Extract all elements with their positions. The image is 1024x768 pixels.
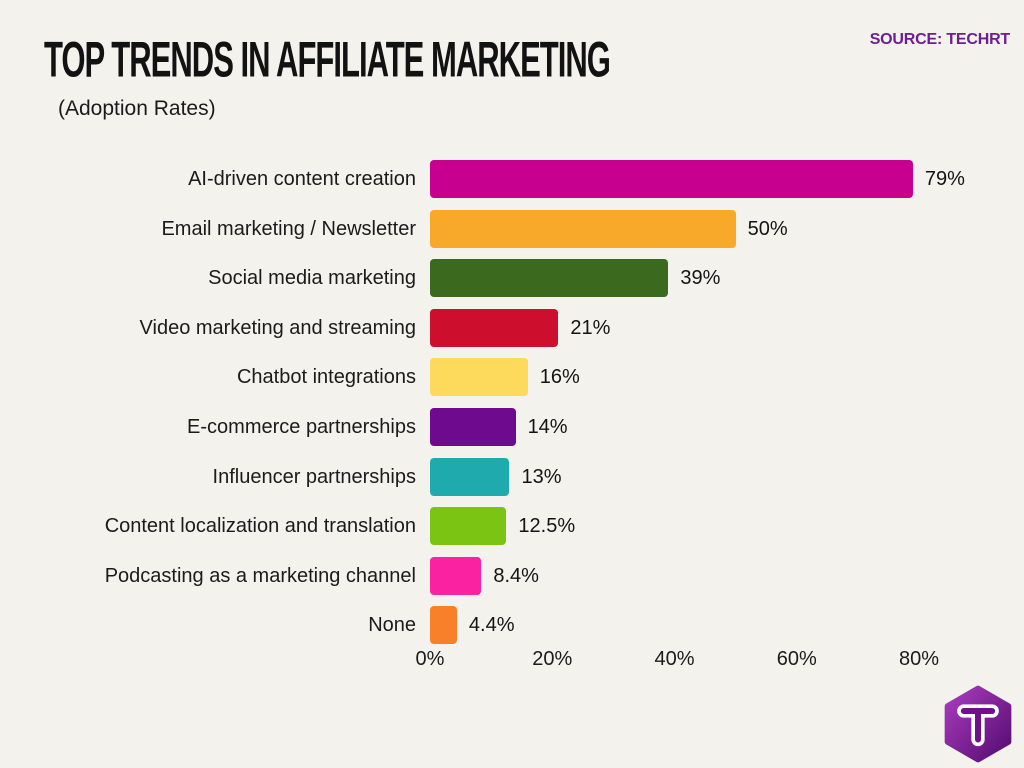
chart-row: None 4.4% bbox=[0, 601, 1024, 649]
chart-row: E-commerce partnerships 14% bbox=[0, 403, 1024, 451]
bar-3 bbox=[430, 259, 669, 298]
category-label: Social media marketing bbox=[208, 267, 416, 290]
chart-row: AI-driven content creation 79% bbox=[0, 155, 1024, 203]
page-subtitle: (Adoption Rates) bbox=[58, 97, 216, 120]
bar-2 bbox=[430, 209, 736, 248]
value-label: 12.5% bbox=[518, 515, 576, 538]
bar-4 bbox=[430, 308, 559, 347]
x-axis-tick: 0% bbox=[415, 648, 445, 670]
value-label: 4.4% bbox=[468, 614, 515, 637]
x-axis-tick: 20% bbox=[532, 648, 573, 670]
value-label: 39% bbox=[680, 267, 721, 290]
value-label: 14% bbox=[527, 416, 568, 438]
value-label: 8.4% bbox=[493, 564, 539, 587]
chart-row: Social media marketing 39% bbox=[0, 254, 1024, 302]
value-label: 21% bbox=[570, 316, 611, 339]
page-title: TOP TRENDS IN AFFILIATE MARKETING bbox=[44, 31, 611, 88]
bar-10 bbox=[430, 606, 457, 645]
hexagon-badge-icon bbox=[944, 685, 1012, 763]
category-label: Content localization and translation bbox=[104, 515, 416, 538]
bar-7 bbox=[430, 457, 510, 496]
value-label: 79% bbox=[924, 168, 965, 190]
category-label: Influencer partnerships bbox=[212, 465, 416, 488]
category-label: Email marketing / Newsletter bbox=[161, 217, 416, 240]
category-label: None bbox=[368, 614, 416, 637]
chart-row: Chatbot integrations 16% bbox=[0, 353, 1024, 401]
category-label: Video marketing and streaming bbox=[139, 316, 416, 339]
chart-row: Content localization and translation 12.5… bbox=[0, 502, 1024, 550]
x-axis-tick: 40% bbox=[654, 648, 695, 670]
bar-1 bbox=[430, 160, 913, 198]
value-label: 16% bbox=[539, 366, 580, 389]
value-label: 50% bbox=[747, 217, 788, 240]
bar-8 bbox=[430, 507, 507, 546]
category-label: E-commerce partnerships bbox=[187, 416, 416, 438]
chart-row: Influencer partnerships 13% bbox=[0, 453, 1024, 501]
bar-9 bbox=[430, 556, 482, 595]
category-label: AI-driven content creation bbox=[188, 168, 416, 190]
bar-5 bbox=[430, 358, 528, 397]
source-credit: SOURCE: TECHRT bbox=[869, 31, 1011, 48]
category-label: Chatbot integrations bbox=[236, 366, 416, 389]
x-axis-tick: 60% bbox=[776, 648, 817, 670]
chart-row: Email marketing / Newsletter 50% bbox=[0, 205, 1024, 253]
value-label: 13% bbox=[521, 465, 562, 488]
chart-row: Podcasting as a marketing channel 8.4% bbox=[0, 552, 1024, 600]
x-axis-tick: 80% bbox=[898, 648, 940, 670]
category-label: Podcasting as a marketing channel bbox=[104, 564, 416, 587]
techrt-logo bbox=[944, 685, 1012, 763]
chart-row: Video marketing and streaming 21% bbox=[0, 304, 1024, 352]
bar-6 bbox=[430, 408, 516, 446]
